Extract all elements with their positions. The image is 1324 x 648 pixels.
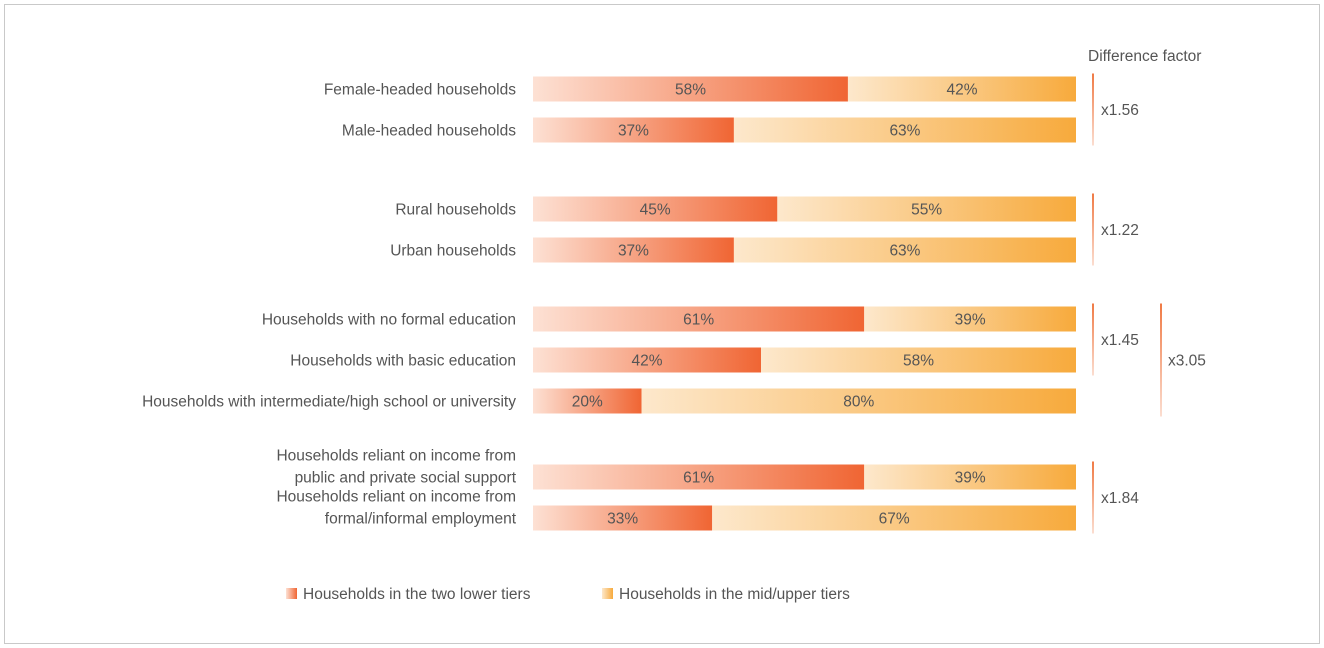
data-label-mid-upper-tier: 80%: [843, 394, 874, 411]
labels-layer: 58% 42% Female-headed households 37% 63% Male…: [142, 82, 986, 528]
bar-lower-tier: [533, 505, 713, 531]
category-label: Households reliant on income from: [276, 489, 516, 506]
bar-lower-tier: [533, 306, 865, 332]
bar-mid-upper-tier: [761, 347, 1076, 373]
data-label-mid-upper-tier: 42%: [946, 82, 977, 99]
data-label-lower-tier: 45%: [640, 202, 671, 219]
data-label-mid-upper-tier: 39%: [955, 312, 986, 329]
legend-label-mid-upper-tiers: Households in the mid/upper tiers: [619, 586, 850, 603]
category-label: Female-headed households: [324, 82, 516, 99]
category-label: Households with basic education: [290, 353, 516, 370]
difference-factor-bracket: [1092, 193, 1094, 266]
bar-mid-upper-tier: [777, 196, 1076, 222]
category-label: Households reliant on income from: [276, 448, 516, 465]
stacked-bar-chart: 58% 42% Female-headed households 37% 63% Male…: [142, 48, 1206, 603]
data-label-lower-tier: 58%: [675, 82, 706, 99]
bar-mid-upper-tier: [733, 117, 1076, 143]
difference-factor-value: x1.45: [1101, 332, 1139, 349]
category-label: public and private social support: [295, 470, 517, 487]
category-label: formal/informal employment: [325, 511, 517, 528]
data-label-mid-upper-tier: 39%: [955, 470, 986, 487]
category-label: Urban households: [390, 243, 516, 260]
data-label-lower-tier: 37%: [618, 243, 649, 260]
legend: Households in the two lower tiers Househo…: [286, 586, 850, 603]
chart-frame: 58% 42% Female-headed households 37% 63% Male…: [4, 4, 1320, 644]
legend-swatch-mid-upper-tiers: [602, 588, 613, 599]
category-label: Households with no formal education: [262, 312, 516, 329]
difference-factor-value: x1.56: [1101, 102, 1139, 119]
bar-mid-upper-tier: [864, 306, 1076, 332]
difference-factor-bracket: [1092, 461, 1094, 534]
data-label-mid-upper-tier: 67%: [879, 511, 910, 528]
difference-factor-layer: Difference factor x1.56 x1.22 x1.45 x3.05 x1.…: [1088, 48, 1206, 534]
difference-factor-value: x1.84: [1101, 490, 1139, 507]
category-label: Male-headed households: [342, 123, 516, 140]
bar-lower-tier: [533, 388, 642, 414]
difference-factor-value: x3.05: [1168, 353, 1206, 370]
data-label-lower-tier: 61%: [683, 312, 714, 329]
data-label-lower-tier: 37%: [618, 123, 649, 140]
bar-mid-upper-tier: [733, 237, 1076, 263]
category-label: Rural households: [395, 202, 516, 219]
legend-label-lower-tiers: Households in the two lower tiers: [303, 586, 531, 603]
difference-factor-bracket: [1092, 73, 1094, 146]
category-label: Households with intermediate/high school…: [142, 394, 516, 411]
bar-mid-upper-tier: [847, 76, 1076, 102]
bars-layer: [533, 76, 1076, 531]
difference-factor-bracket: [1092, 303, 1094, 376]
bar-lower-tier: [533, 237, 734, 263]
bar-mid-upper-tier: [712, 505, 1076, 531]
legend-swatch-lower-tiers: [286, 588, 297, 599]
difference-factor-title: Difference factor: [1088, 48, 1201, 65]
difference-factor-bracket: [1160, 303, 1162, 417]
bar-mid-upper-tier: [641, 388, 1076, 414]
data-label-mid-upper-tier: 63%: [889, 123, 920, 140]
data-label-mid-upper-tier: 55%: [911, 202, 942, 219]
bar-lower-tier: [533, 76, 848, 102]
difference-factor-value: x1.22: [1101, 222, 1139, 239]
data-label-mid-upper-tier: 63%: [889, 243, 920, 260]
data-label-lower-tier: 61%: [683, 470, 714, 487]
data-label-lower-tier: 20%: [572, 394, 603, 411]
data-label-lower-tier: 33%: [607, 511, 638, 528]
data-label-lower-tier: 42%: [632, 353, 663, 370]
bar-lower-tier: [533, 347, 762, 373]
bar-mid-upper-tier: [864, 464, 1076, 490]
bar-lower-tier: [533, 464, 865, 490]
bar-lower-tier: [533, 117, 734, 143]
data-label-mid-upper-tier: 58%: [903, 353, 934, 370]
bar-lower-tier: [533, 196, 778, 222]
